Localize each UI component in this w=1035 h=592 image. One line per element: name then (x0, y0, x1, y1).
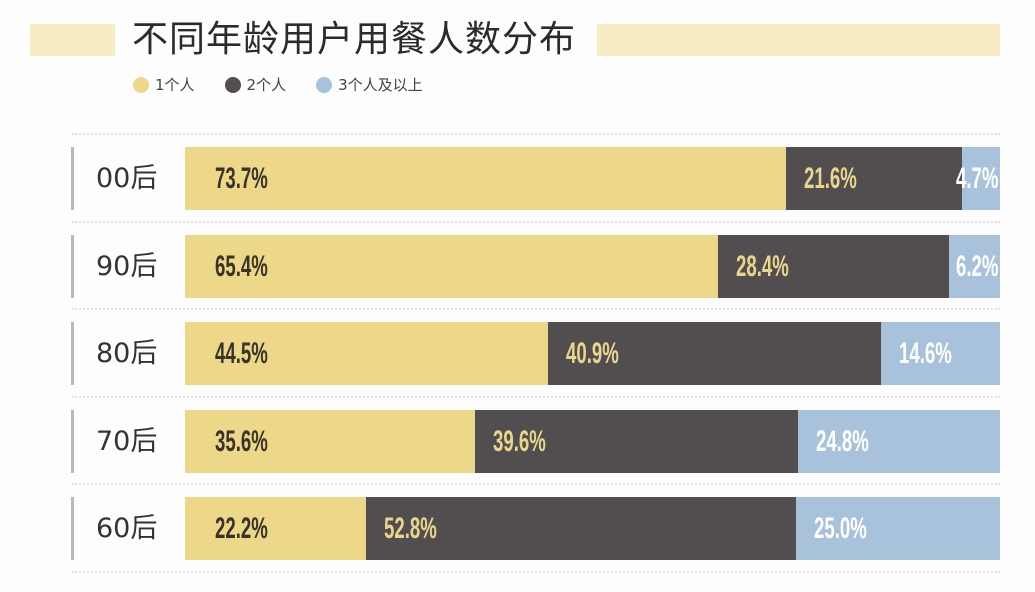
data-label: 6.2% (955, 249, 999, 283)
bar-segment-2 (547, 322, 881, 385)
category-label: 00后 (96, 163, 158, 194)
data-label: 40.9% (565, 337, 619, 370)
category-label: 60后 (96, 513, 158, 544)
legend-label: 1个人 (155, 76, 195, 94)
data-label: 65.4% (215, 249, 268, 283)
legend-swatch (224, 76, 241, 93)
bar-segment-1 (185, 234, 718, 298)
legend-swatch (316, 76, 333, 93)
gridline (72, 570, 1000, 573)
chart-title: 不同年龄用户用餐人数分布 (132, 19, 577, 60)
bar-segment-3 (961, 147, 1000, 210)
data-label: 25.0% (814, 512, 867, 545)
category-label: 70后 (96, 425, 158, 457)
row-marker (71, 234, 74, 298)
data-label: 73.7% (215, 162, 268, 195)
legend: 1个人 2个人 3个人及以上 (133, 74, 423, 95)
gridline (72, 133, 1000, 135)
data-label: 4.7% (955, 162, 999, 195)
gridline (72, 483, 1000, 485)
bar-segment-2 (475, 409, 798, 473)
bar-segment-1 (185, 497, 366, 560)
bar-segment-2 (718, 234, 950, 298)
bar-segment-2 (365, 497, 797, 560)
gridline (72, 308, 1000, 310)
legend-item-1: 1个人 (133, 74, 195, 95)
data-label: 24.8% (815, 424, 869, 458)
bar-segment-3 (949, 234, 1000, 298)
bar-segment-3 (797, 409, 1000, 473)
bar-segment-1 (185, 147, 786, 210)
data-label: 52.8% (383, 512, 437, 545)
category-label: 90后 (96, 250, 158, 282)
row-marker (71, 409, 74, 473)
legend-swatch (133, 76, 149, 93)
bar-segment-1 (185, 322, 548, 385)
bar-segment-3 (796, 497, 1000, 560)
bar-segment-2 (785, 147, 962, 210)
title-band-right (597, 24, 1000, 56)
category-label: 80后 (96, 338, 158, 369)
legend-label: 3个人及以上 (338, 76, 423, 94)
title-band-left (30, 24, 115, 56)
gridline (72, 220, 1000, 223)
legend-label: 2个人 (246, 76, 287, 94)
data-label: 28.4% (736, 249, 789, 283)
bar-segment-1 (185, 409, 476, 473)
data-label: 44.5% (215, 337, 268, 370)
gridline (72, 395, 1000, 398)
row-marker (71, 497, 74, 560)
data-label: 21.6% (803, 162, 857, 195)
legend-item-2: 2个人 (224, 74, 287, 95)
data-label: 14.6% (899, 337, 952, 370)
legend-item-3: 3个人及以上 (316, 74, 423, 95)
row-marker (71, 322, 74, 385)
data-label: 22.2% (215, 512, 268, 545)
data-label: 39.6% (493, 424, 546, 458)
bar-segment-3 (881, 322, 1000, 385)
data-label: 35.6% (215, 424, 268, 458)
row-marker (71, 147, 74, 210)
